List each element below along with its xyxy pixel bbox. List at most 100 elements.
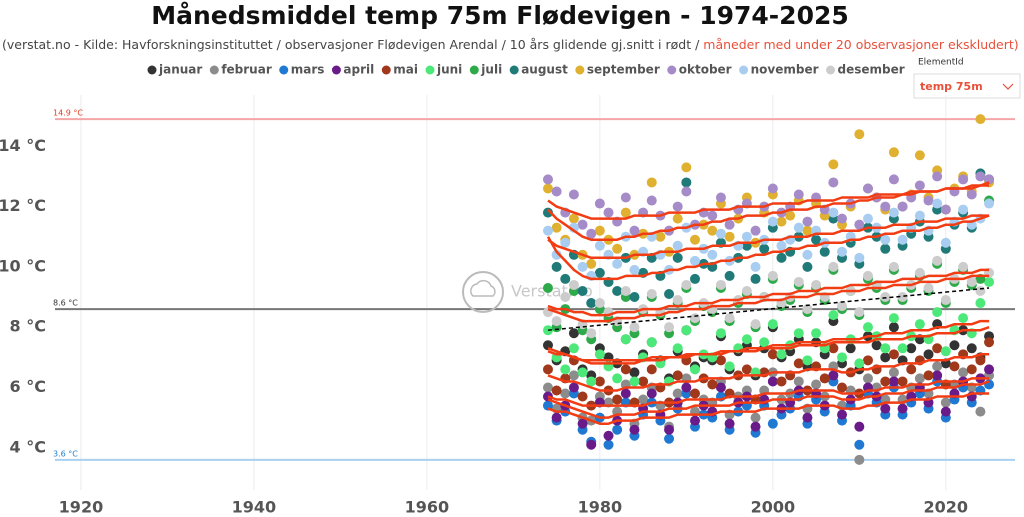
legend-marker[interactable] <box>425 65 435 75</box>
legend-marker[interactable] <box>381 65 391 75</box>
data-point <box>966 364 977 375</box>
legend-label[interactable]: januar <box>158 63 202 77</box>
data-point <box>629 376 640 387</box>
data-point <box>932 307 943 318</box>
data-point <box>958 367 969 378</box>
data-point <box>793 276 804 287</box>
subtitle-text: (verstat.no - Kilde: Havforskningsinstit… <box>2 37 700 52</box>
legend-label[interactable]: november <box>751 63 819 77</box>
data-point <box>880 292 891 303</box>
slicer: ElementId temp 75m <box>913 58 1021 99</box>
data-point <box>715 328 726 339</box>
legend-marker[interactable] <box>667 65 677 75</box>
data-point <box>767 183 778 194</box>
watermark-icon <box>470 280 496 297</box>
data-point <box>724 313 735 324</box>
legend-marker[interactable] <box>147 65 157 75</box>
data-point <box>681 177 692 188</box>
data-point <box>854 421 865 432</box>
data-point <box>690 388 700 399</box>
data-point <box>577 418 588 429</box>
data-point <box>594 376 605 387</box>
data-point <box>975 285 986 296</box>
data-point <box>837 246 848 257</box>
data-point <box>776 240 787 251</box>
legend-label[interactable]: juni <box>436 63 462 77</box>
data-point <box>949 340 960 351</box>
data-point <box>586 258 597 269</box>
data-point <box>897 343 908 354</box>
moving-average-line <box>547 274 990 323</box>
data-point <box>603 207 614 218</box>
data-point <box>707 225 718 236</box>
data-point <box>966 276 977 287</box>
data-point <box>551 412 562 423</box>
data-point <box>542 282 553 293</box>
legend-marker[interactable] <box>575 65 585 75</box>
legend-marker[interactable] <box>331 65 341 75</box>
legend-marker[interactable] <box>209 65 219 75</box>
data-point <box>690 313 700 324</box>
legend-label[interactable]: desember <box>838 63 905 77</box>
legend-label[interactable]: september <box>587 63 660 77</box>
data-point <box>750 261 761 272</box>
data-point <box>551 186 562 197</box>
data-point <box>897 201 908 212</box>
data-point <box>672 240 683 251</box>
legend-marker[interactable] <box>739 65 749 75</box>
slicer-dropdown[interactable] <box>913 73 1021 99</box>
data-point <box>568 279 579 290</box>
trend-line <box>547 287 990 331</box>
data-point <box>767 270 778 281</box>
data-point <box>690 415 700 426</box>
legend-label[interactable]: februar <box>221 63 272 77</box>
data-point <box>560 388 571 399</box>
subtitle-note: måneder med under 20 observasjoner ekskl… <box>703 37 1018 52</box>
data-point <box>811 328 822 339</box>
data-point <box>577 261 588 272</box>
data-point <box>811 279 822 290</box>
data-point <box>568 343 579 354</box>
data-point <box>672 388 683 399</box>
data-point <box>629 367 640 378</box>
data-point <box>707 210 718 221</box>
legend-marker[interactable] <box>469 65 479 75</box>
y-tick-label: 14 °C <box>0 136 46 155</box>
legend-label[interactable]: april <box>343 63 374 77</box>
data-point <box>568 382 579 393</box>
data-point <box>750 319 761 330</box>
data-point <box>932 198 943 209</box>
data-point <box>940 237 951 248</box>
legend-label[interactable]: mai <box>393 63 418 77</box>
data-point <box>914 319 925 330</box>
data-point <box>646 289 657 300</box>
data-point <box>897 403 908 414</box>
data-point <box>715 228 726 239</box>
legend-label[interactable]: mars <box>291 63 325 77</box>
data-point <box>914 210 925 221</box>
data-point <box>862 213 873 224</box>
data-point <box>837 352 848 363</box>
data-point <box>577 219 588 230</box>
reference-label: 3.6 °C <box>53 449 78 458</box>
data-point <box>612 394 623 405</box>
legend-marker[interactable] <box>509 65 519 75</box>
data-point <box>646 388 657 399</box>
data-point <box>837 301 848 312</box>
legend-label[interactable]: august <box>521 63 568 77</box>
data-point <box>560 237 571 248</box>
legend-marker[interactable] <box>279 65 289 75</box>
slicer-value[interactable]: temp 75m <box>920 80 983 93</box>
legend-marker[interactable] <box>826 65 836 75</box>
legend-label[interactable]: oktober <box>679 63 732 77</box>
data-point <box>776 376 787 387</box>
data-point <box>646 364 657 375</box>
data-point <box>880 343 891 354</box>
data-point <box>629 322 640 333</box>
data-point <box>560 292 571 303</box>
legend-label[interactable]: juli <box>480 63 502 77</box>
data-point <box>906 343 917 354</box>
data-point <box>542 382 553 393</box>
data-point <box>594 298 605 309</box>
data-point <box>940 406 951 417</box>
